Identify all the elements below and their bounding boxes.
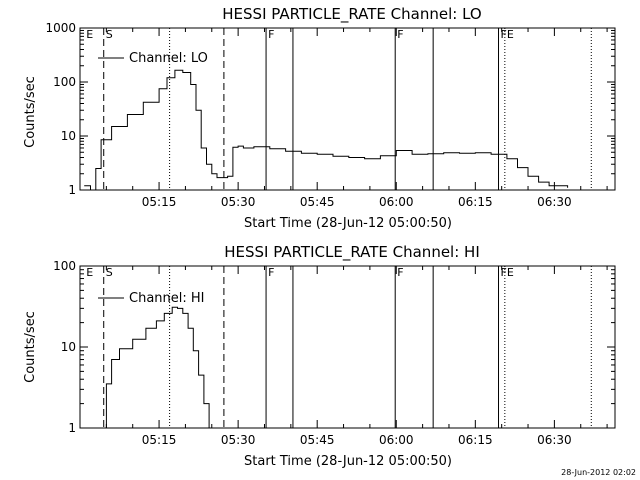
flag-label: S	[106, 266, 113, 279]
flag-label: F	[397, 28, 403, 41]
x-tick-label: 06:15	[458, 433, 493, 447]
panel-lo-title: HESSI PARTICLE_RATE Channel: LO	[222, 5, 481, 24]
flag-label: E	[86, 28, 93, 41]
flag-label: F	[268, 266, 274, 279]
x-tick-label: 06:00	[379, 433, 414, 447]
flag-label: F	[268, 28, 274, 41]
panel-lo-legend: Channel: LO	[98, 51, 208, 66]
panel-hi-title: HESSI PARTICLE_RATE Channel: HI	[224, 243, 480, 262]
panel-hi-x-ticks: 05:15 05:30 05:45 06:00 06:15 06:30	[105, 266, 608, 447]
y-tick-label: 10	[61, 129, 76, 143]
panel-hi-y-ticks: 1 10 100	[53, 259, 615, 435]
y-tick-label: 100	[53, 259, 76, 273]
panel-lo-series-line	[84, 69, 569, 191]
footer-timestamp: 28-Jun-2012 02:02	[561, 468, 636, 477]
flag-label: E	[507, 28, 514, 41]
flag-label: F	[501, 266, 507, 279]
flag-label: S	[106, 28, 113, 41]
panel-hi-legend-label: Channel: HI	[129, 291, 205, 306]
x-tick-label: 06:00	[379, 195, 414, 209]
panel-hi-legend: Channel: HI	[98, 291, 205, 306]
y-tick-label: 1000	[45, 21, 76, 35]
x-tick-label: 05:45	[300, 195, 335, 209]
y-tick-label: 100	[53, 75, 76, 89]
panel-lo-y-axis-label: Counts/sec	[23, 76, 38, 148]
x-tick-label: 06:15	[458, 195, 493, 209]
panel-hi-x-axis-label: Start Time (28-Jun-12 05:00:50)	[244, 454, 452, 469]
y-tick-label: 1	[68, 183, 76, 197]
panel-hi-series-line	[98, 306, 210, 429]
y-tick-label: 1	[68, 421, 76, 435]
x-tick-label: 05:15	[142, 433, 177, 447]
panel-hi-y-axis-label: Counts/sec	[23, 311, 38, 383]
x-tick-label: 05:30	[221, 433, 256, 447]
flag-label: F	[397, 266, 403, 279]
x-tick-label: 05:30	[221, 195, 256, 209]
x-tick-label: 06:30	[537, 195, 572, 209]
panel-lo-frame	[79, 27, 616, 191]
flag-label: E	[86, 266, 93, 279]
panel-lo-y-ticks: 1 10 100 1000	[45, 21, 615, 197]
y-tick-label: 10	[61, 340, 76, 354]
panel-lo-legend-label: Channel: LO	[129, 51, 208, 66]
panel-lo-x-axis-label: Start Time (28-Jun-12 05:00:50)	[244, 216, 452, 231]
panel-lo-x-ticks: 05:15 05:30 05:45 06:00 06:15 06:30	[105, 28, 608, 209]
x-tick-label: 05:15	[142, 195, 177, 209]
flag-label: F	[501, 28, 507, 41]
x-tick-label: 05:45	[300, 433, 335, 447]
x-tick-label: 06:30	[537, 433, 572, 447]
flag-label: E	[507, 266, 514, 279]
